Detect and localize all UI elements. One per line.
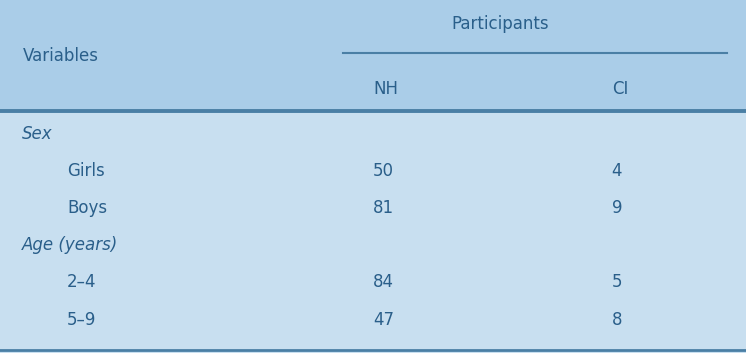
Text: 50: 50 [373, 162, 394, 180]
Text: Participants: Participants [451, 16, 548, 34]
Text: Boys: Boys [67, 199, 107, 217]
Text: 2–4: 2–4 [67, 273, 97, 291]
Text: 9: 9 [612, 199, 622, 217]
Text: Girls: Girls [67, 162, 105, 180]
Text: Sex: Sex [22, 125, 53, 143]
Text: Age (years): Age (years) [22, 236, 119, 254]
Text: 8: 8 [612, 311, 622, 329]
Text: 5: 5 [612, 273, 622, 291]
Text: 5–9: 5–9 [67, 311, 96, 329]
Text: 4: 4 [612, 162, 622, 180]
Text: CI: CI [612, 80, 628, 98]
Bar [0, 0, 746, 111]
Text: 81: 81 [373, 199, 394, 217]
Text: Variables: Variables [22, 47, 98, 65]
Text: NH: NH [373, 80, 398, 98]
Bar [0, 111, 746, 353]
Text: 47: 47 [373, 311, 394, 329]
Text: 84: 84 [373, 273, 394, 291]
